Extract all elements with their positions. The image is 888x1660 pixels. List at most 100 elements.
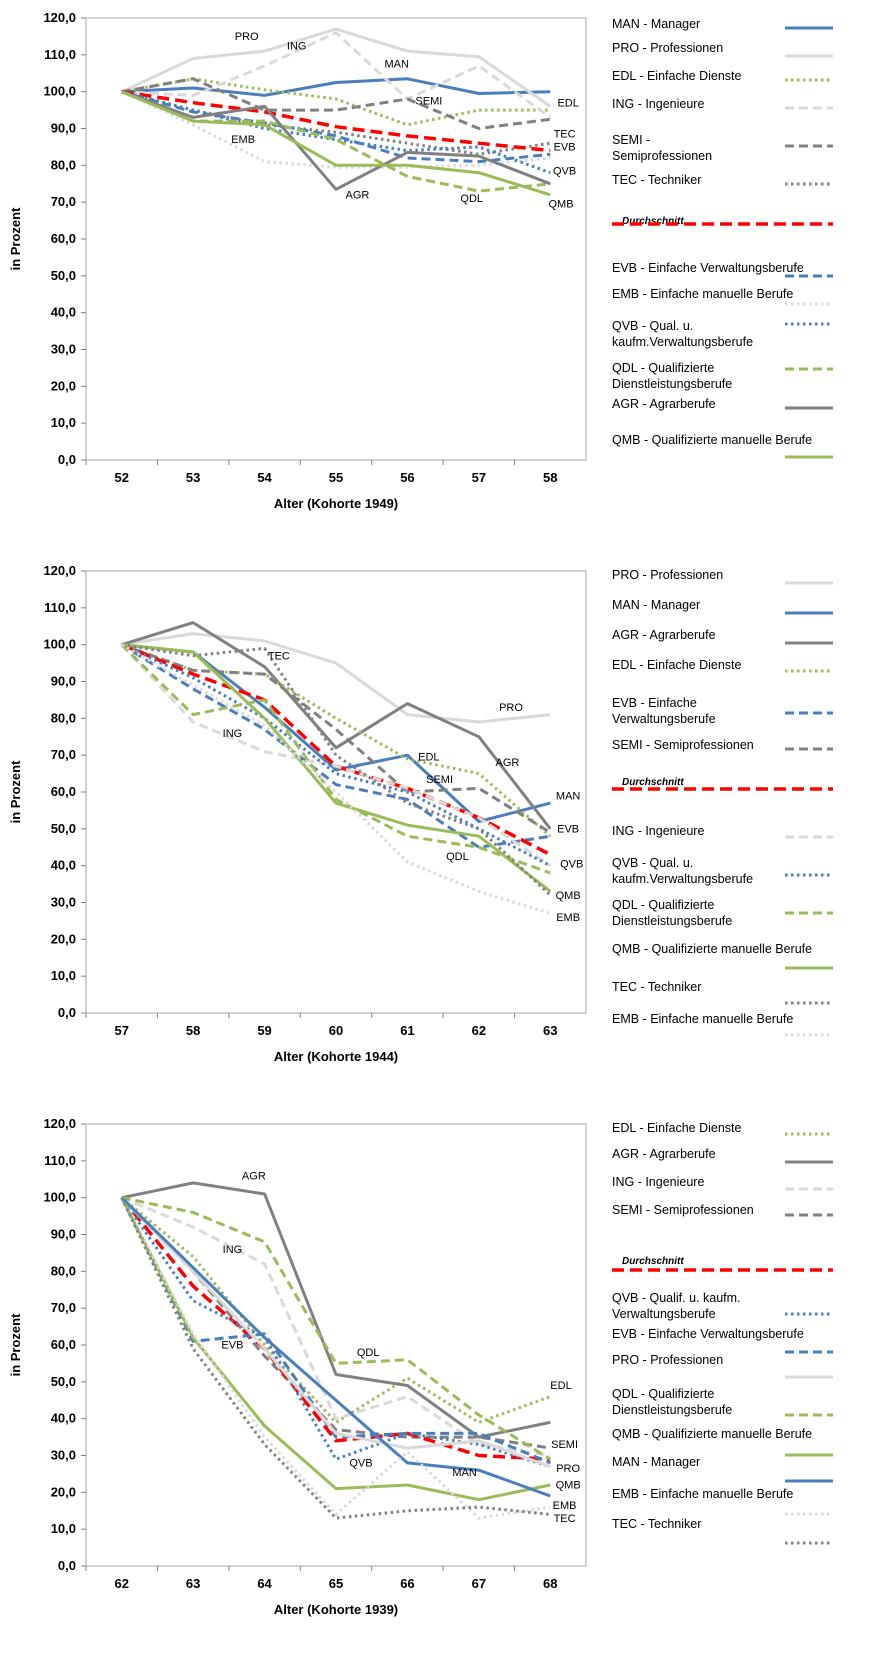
y-tick-label: 70,0 bbox=[51, 747, 76, 762]
y-axis-title: in Prozent bbox=[8, 1313, 23, 1377]
annotation-qmb: QMB bbox=[556, 890, 581, 902]
y-tick-label: 80,0 bbox=[51, 710, 76, 725]
series-line-edl bbox=[120, 1196, 551, 1424]
line-chart-kohorte-1949: 0,0 10,0 20,0 30,0 40,0 50,0 60,0 70,0 80,0 90,0 1… bbox=[8, 10, 833, 511]
legend-label: ING - Ingenieure bbox=[612, 824, 704, 838]
series-line-agr bbox=[121, 1181, 551, 1439]
legend-label: QVB - Qualif. u. kaufm. Verwaltungsberufe bbox=[612, 1291, 741, 1321]
legend-label: QDL - Qualifizierte Dienstleistungsberufe bbox=[612, 898, 732, 928]
annotation-pro: PRO bbox=[556, 1463, 580, 1475]
series-line-qdl bbox=[121, 1196, 552, 1461]
legend-label: EVB - Einfache Verwaltungsberufe bbox=[612, 696, 716, 726]
legend-label: TEC - Techniker bbox=[612, 980, 701, 994]
series-line-evb bbox=[120, 643, 551, 849]
legend-label: SEMI -Semiprofessionen bbox=[612, 133, 712, 163]
legend-label: EDL - Einfache Dienste bbox=[612, 69, 742, 83]
y-tick-label: 10,0 bbox=[51, 968, 76, 983]
series-line-durchschnitt bbox=[121, 89, 551, 153]
legend-label: PRO - Professionen bbox=[612, 1353, 723, 1367]
y-tick-label: 10,0 bbox=[51, 1521, 76, 1536]
series-line-qvb bbox=[121, 643, 551, 868]
legend-label: Durchschnitt bbox=[622, 216, 684, 227]
y-tick-label: 120,0 bbox=[43, 563, 76, 578]
y-tick-label: 50,0 bbox=[51, 268, 76, 283]
x-tick-label: 57 bbox=[472, 470, 486, 485]
legend-label: AGR - Agrarberufe bbox=[612, 628, 716, 642]
x-axis-title: Alter (Kohorte 1939) bbox=[274, 1602, 398, 1617]
legend-label: EVB - Einfache Verwaltungsberufe bbox=[612, 261, 804, 275]
legend-label: PRO - Professionen bbox=[612, 568, 723, 582]
y-tick-label: 30,0 bbox=[51, 342, 76, 357]
y-tick-label: 20,0 bbox=[51, 378, 76, 393]
annotation-man: MAN bbox=[556, 790, 581, 802]
series-line-durchschnitt bbox=[121, 643, 552, 857]
x-tick-label: 65 bbox=[329, 1576, 343, 1591]
series-line-tec bbox=[120, 1197, 551, 1520]
y-tick-label: 90,0 bbox=[51, 1227, 76, 1242]
series-line-qmb bbox=[120, 1197, 551, 1502]
annotation-agr: AGR bbox=[242, 1170, 266, 1182]
annotation-qdl: QDL bbox=[357, 1347, 380, 1359]
y-tick-label: 100,0 bbox=[43, 637, 76, 652]
annotation-man: MAN bbox=[452, 1467, 477, 1479]
x-axis-title: Alter (Kohorte 1944) bbox=[274, 1049, 398, 1064]
x-tick-label: 52 bbox=[114, 470, 128, 485]
annotation-qvb: QVB bbox=[560, 859, 583, 871]
y-tick-label: 10,0 bbox=[51, 415, 76, 430]
legend-label: EMB - Einfache manuelle Berufe bbox=[612, 1012, 793, 1026]
y-tick-label: 40,0 bbox=[51, 858, 76, 873]
legend-label: EMB - Einfache manuelle Berufe bbox=[612, 1487, 793, 1501]
series-line-agr bbox=[121, 621, 552, 830]
x-tick-label: 59 bbox=[257, 1023, 271, 1038]
series-line-man bbox=[121, 643, 551, 823]
x-tick-label: 60 bbox=[329, 1023, 343, 1038]
legend-label: QMB - Qualifizierte manuelle Berufe bbox=[612, 1427, 812, 1441]
series-line-emb bbox=[120, 643, 551, 916]
x-tick-label: 58 bbox=[186, 1023, 200, 1038]
annotation-man: MAN bbox=[384, 59, 409, 71]
annotation-qvb: QVB bbox=[553, 166, 576, 178]
y-tick-label: 120,0 bbox=[43, 1116, 76, 1131]
legend-label: EDL - Einfache Dienste bbox=[612, 1121, 742, 1135]
legend-label: EVB - Einfache Verwaltungsberufe bbox=[612, 1327, 804, 1341]
series-line-edl bbox=[121, 643, 552, 838]
series-line-evb bbox=[120, 1197, 551, 1465]
annotation-evb: EVB bbox=[554, 142, 576, 154]
series-line-qmb bbox=[121, 90, 551, 197]
y-axis-title: in Prozent bbox=[8, 207, 23, 271]
annotation-qmb: QMB bbox=[556, 1480, 581, 1492]
y-tick-label: 20,0 bbox=[51, 931, 76, 946]
annotation-qdl: QDL bbox=[460, 193, 483, 205]
series-line-tec bbox=[121, 643, 552, 897]
annotation-tec: TEC bbox=[268, 650, 290, 662]
x-tick-label: 63 bbox=[543, 1023, 557, 1038]
legend-label: ING - Ingenieure bbox=[612, 1175, 704, 1189]
annotation-semi: SEMI bbox=[551, 1439, 578, 1451]
y-tick-label: 60,0 bbox=[51, 231, 76, 246]
y-axis-title: in Prozent bbox=[8, 760, 23, 824]
legend-label: MAN - Manager bbox=[612, 598, 700, 612]
series-line-emb bbox=[120, 1197, 551, 1520]
annotation-ing: ING bbox=[287, 40, 307, 52]
legend-label: QDL - Qualifizierte Dienstleistungsberufe bbox=[612, 361, 732, 391]
annotation-edl: EDL bbox=[418, 752, 439, 764]
y-tick-label: 120,0 bbox=[43, 10, 76, 25]
series-line-ing bbox=[121, 1196, 551, 1457]
x-tick-label: 66 bbox=[400, 1576, 414, 1591]
x-tick-label: 55 bbox=[329, 470, 343, 485]
annotation-edl: EDL bbox=[557, 97, 578, 109]
y-tick-label: 110,0 bbox=[44, 1153, 76, 1168]
legend-label: TEC - Techniker bbox=[612, 173, 701, 187]
plot-area bbox=[85, 17, 587, 461]
series-line-pro bbox=[121, 27, 552, 108]
annotation-qvb: QVB bbox=[349, 1458, 372, 1470]
annotation-edl: EDL bbox=[550, 1380, 571, 1392]
legend-label: ING - Ingenieure bbox=[612, 97, 704, 111]
series-line-emb bbox=[121, 90, 551, 169]
y-tick-label: 90,0 bbox=[51, 674, 76, 689]
series-line-man bbox=[120, 1196, 551, 1498]
y-tick-label: 20,0 bbox=[51, 1484, 76, 1499]
series-line-qmb bbox=[121, 643, 552, 893]
y-tick-label: 110,0 bbox=[44, 600, 76, 615]
legend-label: QVB - Qual. u. kaufm.Verwaltungsberufe bbox=[612, 319, 753, 349]
